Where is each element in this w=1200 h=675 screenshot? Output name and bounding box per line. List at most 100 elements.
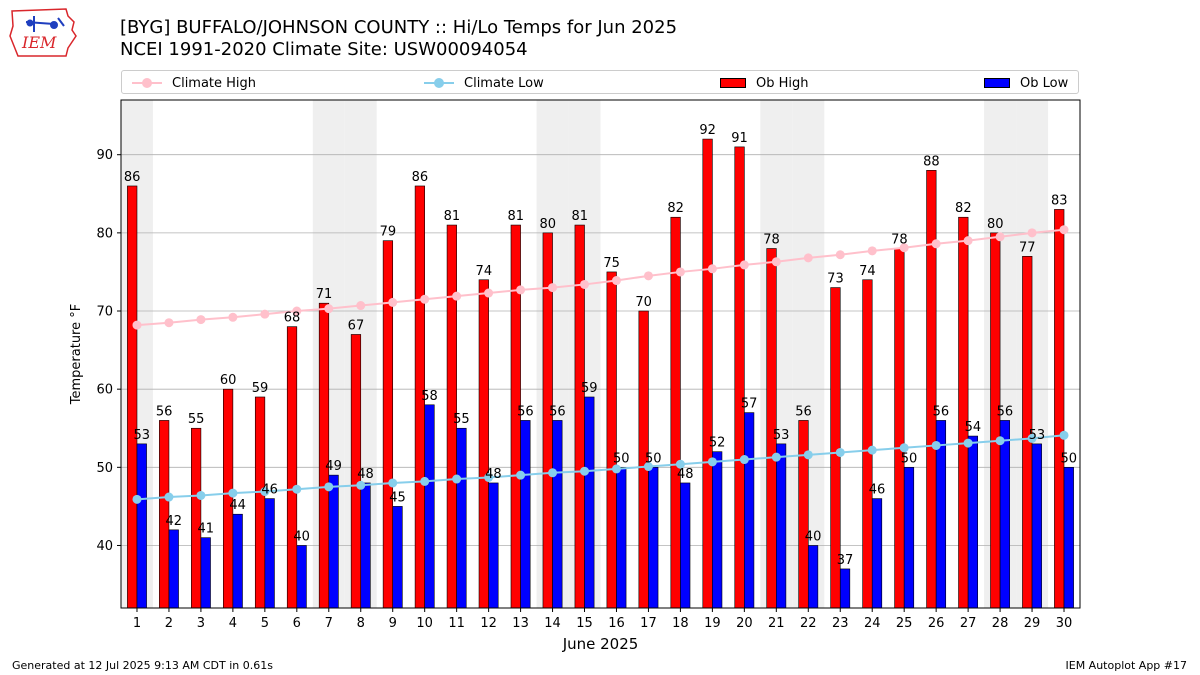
data-label-high: 60 [220,373,237,388]
data-label-high: 74 [476,264,493,279]
chart-title-line2: NCEI 1991-2020 Climate Site: USW00094054 [120,39,528,60]
bar-ob-low [712,451,723,609]
bar-ob-high [990,232,1001,609]
series-point [196,490,206,500]
series-point [356,480,366,490]
legend-line-pink-icon [132,74,162,92]
data-label-high: 74 [859,264,876,279]
series-point [675,459,685,469]
data-label-low: 49 [325,459,342,474]
data-label-low: 56 [997,404,1014,419]
bar-ob-low [967,435,979,609]
bar-ob-high [734,146,745,609]
series-point [995,436,1005,446]
x-tick-label: 22 [800,616,817,631]
y-axis-label: Temperature °F [69,304,84,405]
series-point [643,462,653,472]
y-grid: 40 50 60 70 80 90 [96,148,1080,554]
series-point [548,283,558,293]
line-climate-low [132,430,1069,504]
data-label-high: 82 [955,201,972,216]
x-tick-label: 8 [357,616,365,631]
series-point [196,315,206,325]
x-tick-label: 10 [416,616,433,631]
x-tick-label: 6 [293,616,301,631]
y-tick-label: 50 [96,461,113,476]
iem-logo: IEM [9,8,77,57]
bar-ob-low [232,513,243,609]
series-point [963,438,973,448]
series-point [292,306,302,316]
y-tick-label: 90 [96,148,113,163]
x-tick-label: 2 [165,616,173,631]
x-tick-label: 18 [672,616,689,631]
data-label-low: 52 [709,436,726,451]
legend-item-ob-high: Ob High [720,74,809,92]
x-tick-label: 16 [608,616,625,631]
bar-ob-high [926,170,937,609]
x-tick-label: 25 [896,616,913,631]
data-label-low: 56 [933,404,950,419]
series-point [260,309,270,319]
series-point [164,492,174,502]
bars [127,138,1074,609]
series-line [136,228,1065,327]
legend-label: Climate Low [464,75,544,91]
bar-ob-low [328,474,339,609]
series-point [771,257,781,267]
series-point [164,318,174,328]
series-point [292,484,302,494]
bar-ob-low [360,482,371,609]
data-label-high: 79 [380,225,397,240]
series-point [771,452,781,462]
x-tick-label: 12 [480,616,497,631]
line-climate-high [132,225,1069,330]
bar-ob-low [488,482,499,609]
bar-ob-high [894,248,905,609]
bar-ob-low [776,443,787,609]
series-point [611,464,621,474]
x-tick-label: 21 [768,616,785,631]
logo-text: IEM [21,33,57,52]
bar-ob-high [191,427,202,609]
bar-ob-low [871,498,883,609]
bar-ob-high [702,138,713,609]
x-axis: 1 2 3 4 5 6 7 8 9 10 11 12 13 14 15 16 17 18 19 20 21 22 23 24 2… [133,608,1072,631]
series-point [132,494,142,504]
bar-ob-low [1063,467,1074,609]
legend-item-climate-high: Climate High [132,74,256,92]
data-labels: 86 53 56 42 55 41 60 44 59 46 68 40 71 49 67 48 79 45 86 58… [124,123,1077,568]
series-point [611,276,621,286]
data-label-high: 70 [635,295,652,310]
data-label-low: 54 [965,420,982,435]
data-label-high: 77 [1019,240,1036,255]
bar-ob-high [798,420,809,609]
data-label-low: 46 [261,483,278,498]
x-tick-label: 27 [960,616,977,631]
x-tick-label: 19 [704,616,721,631]
data-label-high: 75 [603,256,620,271]
x-tick-label: 17 [640,616,657,631]
bar-ob-low [296,545,307,609]
series-point [739,455,749,465]
series-point [995,232,1005,242]
data-label-high: 78 [763,232,780,247]
data-label-low: 50 [901,451,918,466]
data-label-high: 68 [284,311,301,326]
x-tick-label: 20 [736,616,753,631]
series-point [899,243,909,253]
bar-ob-low [264,498,275,609]
data-label-low: 56 [549,404,566,419]
x-tick-label: 23 [832,616,849,631]
bar-ob-low [584,396,595,609]
series-point [803,450,813,460]
legend-patch-red-icon [720,78,746,88]
data-label-low: 48 [485,467,502,482]
data-label-low: 50 [1061,451,1078,466]
series-point [1027,228,1037,238]
series-point [835,250,845,260]
plot-frame [120,99,1081,609]
series-point [867,246,877,256]
data-label-high: 80 [539,217,556,232]
